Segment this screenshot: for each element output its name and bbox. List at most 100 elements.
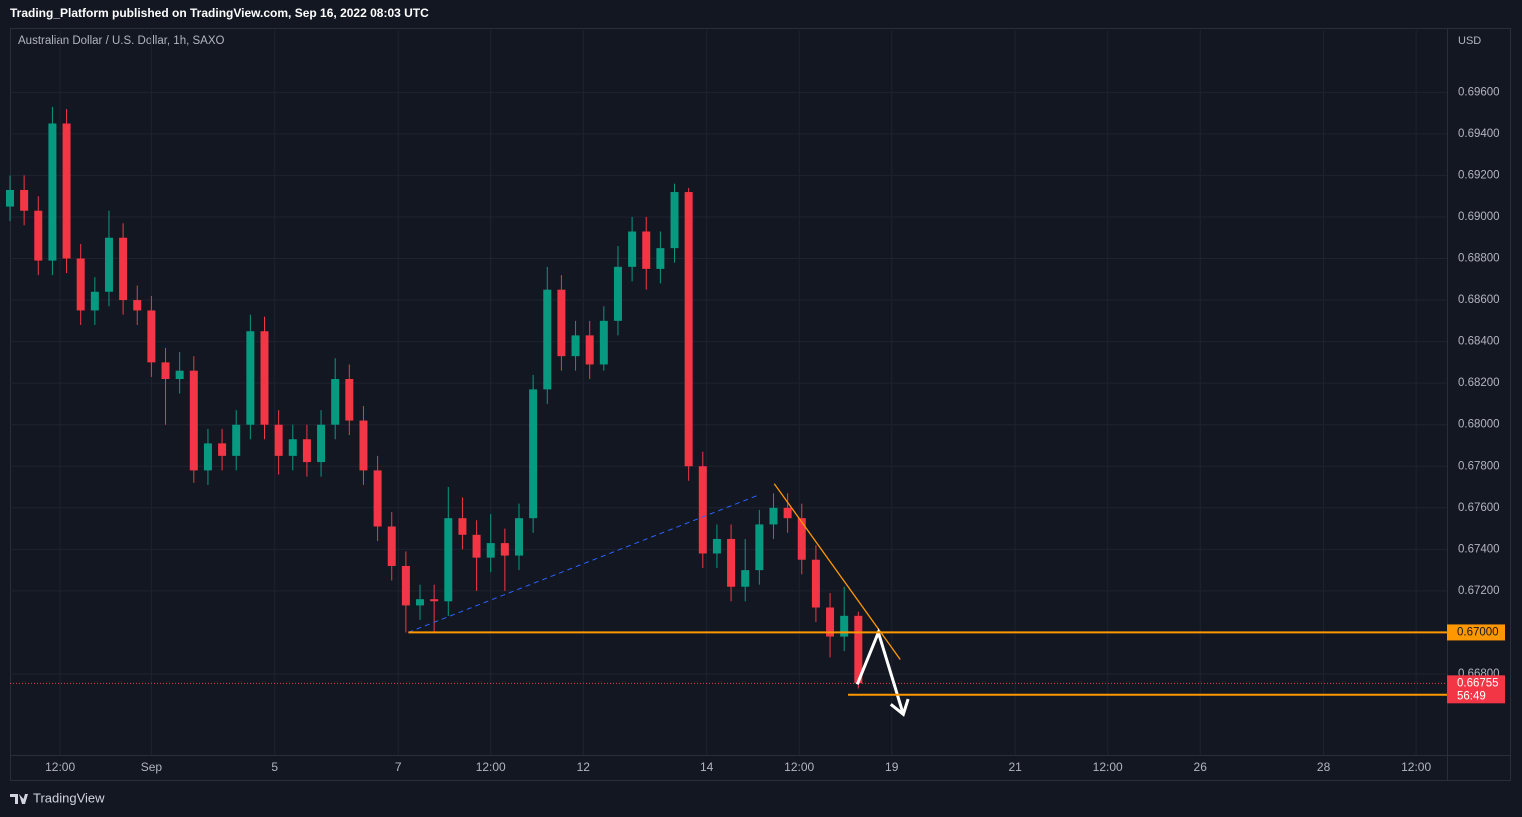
grid xyxy=(10,30,1447,755)
candle-body xyxy=(90,291,99,311)
candle-body xyxy=(811,559,820,608)
candle-body xyxy=(260,331,269,425)
y-tick-label: 0.67600 xyxy=(1458,502,1500,514)
x-tick-label: Sep xyxy=(141,760,163,774)
x-tick-label: 12:00 xyxy=(476,760,506,774)
candle-body xyxy=(769,507,778,525)
x-tick-label: 14 xyxy=(700,760,714,774)
candle-body xyxy=(670,192,679,249)
candle-body xyxy=(755,524,764,571)
candle-body xyxy=(500,543,509,556)
candle-body xyxy=(472,534,481,558)
candle-body xyxy=(727,538,736,587)
x-tick-label: 12:00 xyxy=(1093,760,1123,774)
candle-body xyxy=(359,420,368,471)
candle-body xyxy=(246,331,255,425)
candle-body xyxy=(416,599,425,606)
y-tick-label: 0.67800 xyxy=(1458,460,1500,472)
candle-body xyxy=(203,443,212,471)
x-tick-label: 21 xyxy=(1008,760,1022,774)
candle-body xyxy=(486,543,495,558)
candle-body xyxy=(161,362,170,379)
candle-body xyxy=(218,443,227,456)
candle-body xyxy=(642,231,651,269)
frame xyxy=(10,28,1511,781)
y-tick-label: 0.69400 xyxy=(1458,128,1500,140)
candle-body xyxy=(712,538,721,554)
candle-body xyxy=(387,526,396,566)
candle-body xyxy=(288,439,297,456)
x-tick-label: 5 xyxy=(271,760,278,774)
candle-body xyxy=(317,424,326,463)
y-tick-label: 0.68800 xyxy=(1458,253,1500,265)
y-tick-label: 0.69600 xyxy=(1458,86,1500,98)
candle-body xyxy=(826,607,835,637)
candle-body xyxy=(458,518,467,535)
candle-body xyxy=(430,599,439,602)
candle-body xyxy=(571,335,580,357)
chart-title: Australian Dollar / U.S. Dollar, 1h, SAX… xyxy=(18,35,224,47)
candle-body xyxy=(613,266,622,321)
candle-body xyxy=(585,335,594,365)
candle-body xyxy=(302,439,311,463)
y-tick-label: 0.68600 xyxy=(1458,294,1500,306)
candle-body xyxy=(599,320,608,365)
x-tick-label: 12:00 xyxy=(784,760,814,774)
x-tick-label: 19 xyxy=(885,760,899,774)
y-tick-label: 0.67200 xyxy=(1458,585,1500,597)
level-label-box xyxy=(1447,624,1505,641)
candle-body xyxy=(444,518,453,602)
y-tick-label: 0.68400 xyxy=(1458,336,1500,348)
candle-body xyxy=(147,310,156,363)
candle-body xyxy=(741,570,750,587)
candle-body xyxy=(6,189,14,207)
candle-body xyxy=(698,466,707,554)
candle-body xyxy=(133,300,142,311)
x-tick-label: 7 xyxy=(395,760,402,774)
last-price-label: 0.66755 xyxy=(1457,677,1499,689)
x-tick-label: 12 xyxy=(577,760,591,774)
candle-body xyxy=(373,470,382,527)
candle-body xyxy=(119,237,128,301)
x-tick-label: 12:00 xyxy=(1401,760,1431,774)
brand-logo xyxy=(10,794,28,804)
x-tick-label: 26 xyxy=(1194,760,1208,774)
candle-body xyxy=(175,370,184,379)
countdown-label: 56:49 xyxy=(1457,690,1486,702)
candle-body xyxy=(20,189,29,211)
candle-body xyxy=(684,192,693,467)
candle-body xyxy=(34,210,43,261)
candle-body xyxy=(840,615,849,637)
candle-body xyxy=(628,231,637,267)
brand: TradingView xyxy=(33,790,105,805)
y-tick-label: 0.68200 xyxy=(1458,377,1500,389)
candle-body xyxy=(656,248,665,269)
candle-body xyxy=(62,123,71,259)
candle-body xyxy=(514,518,523,556)
candle-body xyxy=(401,565,410,606)
candle-body xyxy=(529,389,538,519)
candle-body xyxy=(345,378,354,421)
y-tick-label: 0.69000 xyxy=(1458,211,1500,223)
candle-body xyxy=(48,123,57,261)
header: Trading_Platform published on TradingVie… xyxy=(10,6,429,20)
candle-body xyxy=(189,370,198,471)
candle-body xyxy=(543,289,552,390)
arrow-head xyxy=(889,698,910,717)
candle-body xyxy=(797,518,806,560)
last-price-box xyxy=(1447,675,1505,704)
candle-body xyxy=(557,289,566,357)
y-tick-label: 0.67400 xyxy=(1458,543,1500,555)
candle-body xyxy=(331,378,340,425)
candle-body xyxy=(854,615,863,684)
y-tick-label: 0.69200 xyxy=(1458,169,1500,181)
candle-body xyxy=(783,507,792,519)
candle-body xyxy=(76,258,85,311)
x-tick-label: 12:00 xyxy=(45,760,75,774)
currency: USD xyxy=(1458,35,1481,47)
candle-body xyxy=(274,424,283,456)
x-tick-label: 28 xyxy=(1317,760,1331,774)
y-tick-label: 0.68000 xyxy=(1458,419,1500,431)
